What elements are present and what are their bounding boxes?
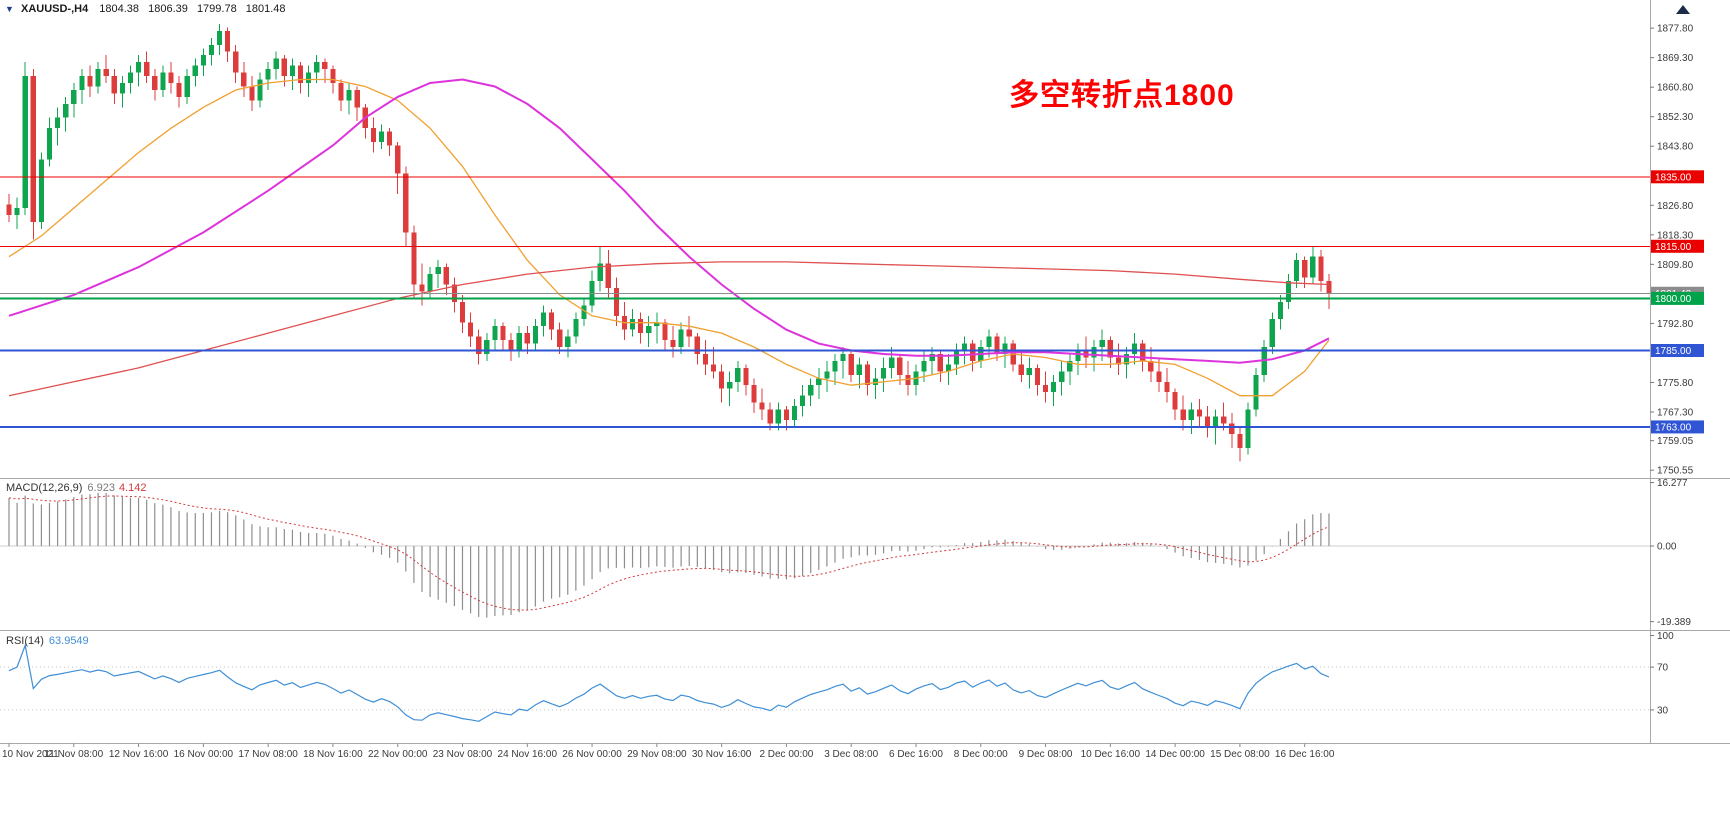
macd-signal-value: 4.142 <box>118 482 147 494</box>
svg-text:29 Nov 08:00: 29 Nov 08:00 <box>627 749 687 760</box>
macd-signal-line <box>8 495 1330 611</box>
svg-text:1767.30: 1767.30 <box>1657 407 1694 418</box>
svg-text:0.00: 0.00 <box>1657 542 1677 553</box>
svg-text:22 Nov 00:00: 22 Nov 00:00 <box>368 749 428 760</box>
symbol-timeframe-label: XAUUSD-,H4 <box>20 3 89 15</box>
svg-text:70: 70 <box>1657 663 1669 674</box>
svg-text:1826.80: 1826.80 <box>1657 201 1694 212</box>
svg-text:1809.80: 1809.80 <box>1657 260 1694 271</box>
svg-text:10 Dec 16:00: 10 Dec 16:00 <box>1081 749 1141 760</box>
rsi-indicator-label: RSI(14) 63.9549 <box>6 635 89 647</box>
ohlc-open-value: 1804.38 <box>99 3 140 15</box>
rsi-value: 63.9549 <box>48 635 89 647</box>
macd-name: MACD(12,26,9) <box>6 482 83 494</box>
ohlc-low-value: 1799.78 <box>196 3 237 15</box>
svg-text:18 Nov 16:00: 18 Nov 16:00 <box>303 749 363 760</box>
svg-text:16.277: 16.277 <box>1657 478 1688 489</box>
svg-text:24 Nov 16:00: 24 Nov 16:00 <box>498 749 558 760</box>
symbol-dropdown-icon[interactable]: ▼ <box>5 4 14 14</box>
svg-text:14 Dec 00:00: 14 Dec 00:00 <box>1145 749 1205 760</box>
ma-fast-orange <box>8 78 1330 397</box>
svg-text:10 Nov 2021: 10 Nov 2021 <box>2 749 59 760</box>
symbol-ohlc-header: ▼ XAUUSD-,H4 1804.38 1806.39 1799.78 180… <box>5 3 292 15</box>
ohlc-high-value: 1806.39 <box>148 3 188 15</box>
svg-text:1792.80: 1792.80 <box>1657 319 1694 330</box>
svg-text:1843.80: 1843.80 <box>1657 142 1694 153</box>
annotation-text: 多空转折点1800 <box>1009 79 1235 112</box>
svg-text:1815.00: 1815.00 <box>1655 242 1692 253</box>
svg-text:8 Dec 00:00: 8 Dec 00:00 <box>954 749 1008 760</box>
svg-text:1800.00: 1800.00 <box>1655 294 1692 305</box>
ohlc-close-value: 1801.48 <box>245 3 286 15</box>
ma-slow-red <box>8 261 1330 397</box>
svg-text:23 Nov 08:00: 23 Nov 08:00 <box>433 749 493 760</box>
svg-text:6 Dec 16:00: 6 Dec 16:00 <box>889 749 943 760</box>
macd-histogram <box>8 492 1330 618</box>
svg-text:2 Dec 00:00: 2 Dec 00:00 <box>759 749 813 760</box>
svg-text:1835.00: 1835.00 <box>1655 172 1692 183</box>
axis-arrow-icon[interactable] <box>1676 5 1690 14</box>
svg-text:1869.30: 1869.30 <box>1657 53 1694 64</box>
ma-mid-magenta <box>8 78 1330 364</box>
rsi-name: RSI(14) <box>6 635 44 647</box>
svg-text:1759.05: 1759.05 <box>1657 436 1694 447</box>
svg-text:30 Nov 16:00: 30 Nov 16:00 <box>692 749 752 760</box>
svg-text:1877.80: 1877.80 <box>1657 24 1694 35</box>
svg-text:16 Nov 00:00: 16 Nov 00:00 <box>174 749 234 760</box>
svg-text:9 Dec 08:00: 9 Dec 08:00 <box>1019 749 1073 760</box>
rsi-line <box>8 643 1330 722</box>
svg-text:1860.80: 1860.80 <box>1657 83 1694 94</box>
svg-text:11 Nov 08:00: 11 Nov 08:00 <box>44 749 103 760</box>
svg-text:1818.30: 1818.30 <box>1657 230 1694 241</box>
svg-text:1852.30: 1852.30 <box>1657 112 1694 123</box>
svg-text:-19.389: -19.389 <box>1657 617 1691 628</box>
price-axis[interactable]: 1877.80 1869.30 1860.80 1852.30 1843.80 1826.… <box>1650 24 1704 477</box>
svg-text:15 Dec 08:00: 15 Dec 08:00 <box>1210 749 1270 760</box>
horizontal-lines-layer[interactable] <box>0 176 1650 428</box>
svg-text:16 Dec 16:00: 16 Dec 16:00 <box>1275 749 1335 760</box>
svg-text:12 Nov 16:00: 12 Nov 16:00 <box>109 749 169 760</box>
svg-text:26 Nov 00:00: 26 Nov 00:00 <box>562 749 622 760</box>
svg-text:1763.00: 1763.00 <box>1655 422 1692 433</box>
svg-text:3 Dec 08:00: 3 Dec 08:00 <box>824 749 878 760</box>
svg-text:1750.55: 1750.55 <box>1657 466 1694 477</box>
svg-text:1785.00: 1785.00 <box>1655 346 1692 357</box>
svg-text:1775.80: 1775.80 <box>1657 378 1694 389</box>
svg-text:100: 100 <box>1657 631 1674 642</box>
macd-indicator-label: MACD(12,26,9) 6.923 4.142 <box>6 482 146 494</box>
svg-text:17 Nov 08:00: 17 Nov 08:00 <box>238 749 298 760</box>
macd-main-value: 6.923 <box>87 482 115 494</box>
svg-text:30: 30 <box>1657 705 1669 716</box>
